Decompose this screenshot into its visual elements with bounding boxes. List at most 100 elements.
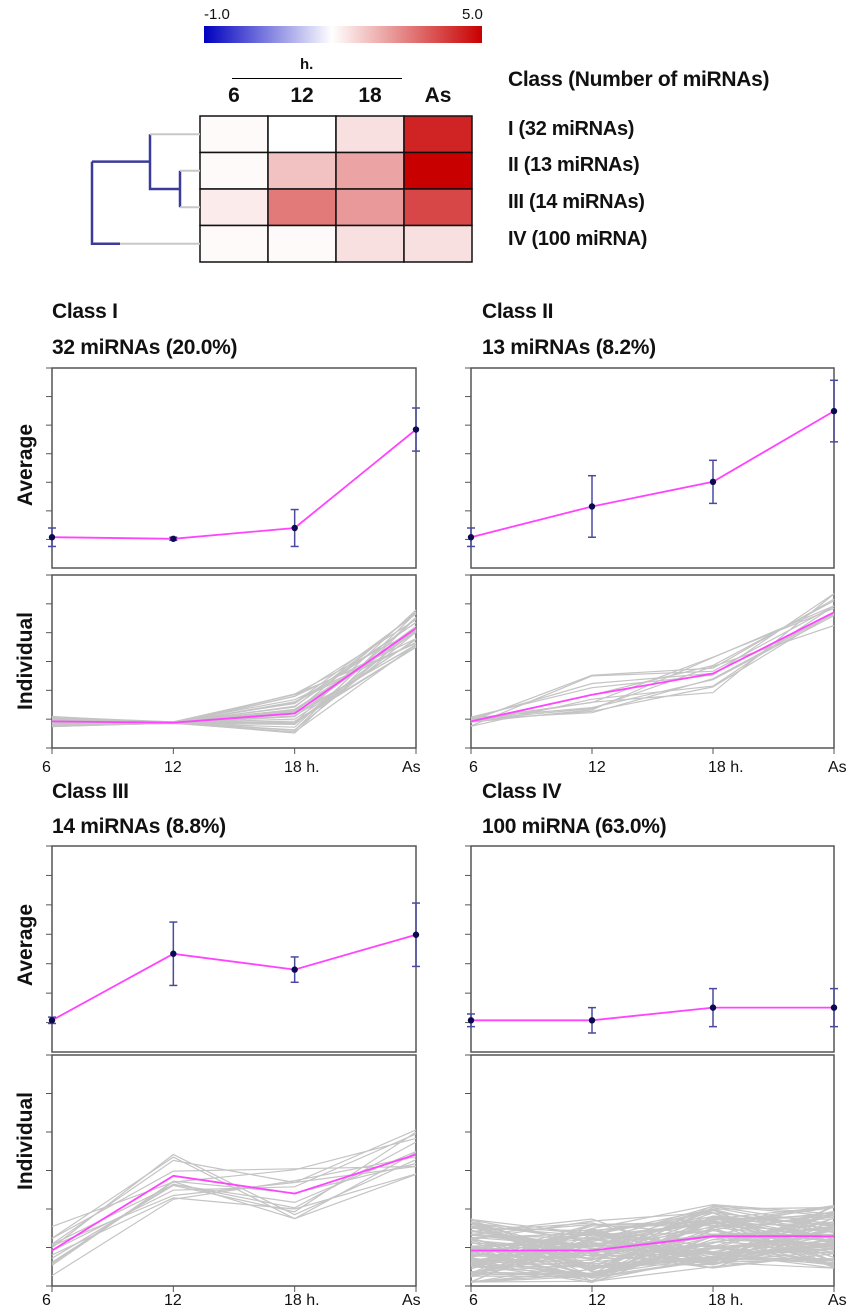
individual-line [470, 598, 835, 722]
heatmap-cell [199, 224, 269, 263]
individual-line [470, 1245, 835, 1265]
individual-line [470, 615, 835, 719]
heatmap-cell [403, 188, 473, 227]
heatmap-cell [403, 115, 473, 154]
average-line [51, 933, 417, 1022]
heatmap-col-as: As [424, 84, 452, 107]
dendrogram-branch [148, 134, 180, 191]
average-point [467, 534, 475, 541]
individual-line [470, 1205, 835, 1237]
average-point [412, 426, 420, 433]
heatmap-cell [335, 224, 405, 263]
panel-4-subtitle: 100 miRNA (63.0%) [482, 815, 667, 838]
individual-line [51, 631, 417, 727]
individual-mean-line [51, 627, 417, 724]
panel-2-subtitle: 13 miRNAs (8.2%) [482, 336, 656, 359]
x-tick-6: 6 [42, 759, 51, 776]
average-point [709, 1004, 717, 1011]
average-point [48, 534, 56, 541]
individual-line [51, 1173, 417, 1256]
heatmap-cell [403, 151, 473, 190]
x-tick-12: 12 [588, 759, 606, 776]
individual-line [51, 646, 417, 727]
x-tick-18: 18 h. [708, 1292, 744, 1309]
individual-line [51, 619, 417, 724]
heatmap-group-line [232, 78, 402, 79]
individual-line [51, 1162, 417, 1265]
average-point [48, 1017, 56, 1024]
class-row-label-2: II (13 miRNAs) [508, 154, 640, 176]
individual-line [470, 1216, 835, 1257]
panel-4-title: Class IV [482, 780, 562, 803]
individual-line [470, 1205, 835, 1243]
average-point [588, 1017, 596, 1024]
individual-line [470, 612, 835, 722]
individual-mean-line [471, 1235, 834, 1252]
x-tick-12: 12 [164, 1292, 182, 1309]
individual-line [470, 1244, 835, 1260]
average-point [467, 1017, 475, 1024]
average-point [291, 524, 298, 532]
x-tick-12: 12 [588, 1292, 606, 1309]
individual-series [51, 609, 417, 734]
individual-line [470, 605, 835, 727]
individual-line [470, 593, 835, 722]
individual-series [51, 1129, 417, 1277]
individual-line [470, 593, 835, 718]
average-point [830, 1004, 838, 1011]
individual-line [470, 1256, 835, 1268]
scale-max-label: 5.0 [462, 6, 483, 23]
individual-line [470, 1226, 835, 1276]
average-point [830, 407, 838, 415]
average-point [291, 966, 298, 973]
dendrogram-leaves [120, 133, 200, 245]
panel-3-title: Class III [52, 780, 129, 803]
heatmap-cell [335, 151, 405, 190]
x-tick-6: 6 [469, 759, 478, 776]
average-point [412, 931, 420, 938]
average-line [470, 410, 835, 539]
class-row-label-3: III (14 miRNAs) [508, 191, 645, 213]
x-tick-as: As [828, 759, 847, 776]
x-tick-6: 6 [469, 1292, 478, 1309]
heatmap-cell [267, 151, 337, 190]
individual-line [470, 1232, 835, 1251]
heatmap-col-12: 12 [290, 84, 314, 107]
panel-3-subtitle: 14 miRNAs (8.8%) [52, 815, 226, 838]
individual-line [470, 1242, 835, 1276]
color-scale-bar [204, 26, 482, 43]
x-tick-12: 12 [164, 759, 182, 776]
individual-line [470, 605, 835, 723]
x-tick-as: As [402, 759, 421, 776]
heatmap-cell [403, 224, 473, 263]
individual-line [470, 1223, 835, 1273]
class-row-label-1: I (32 miRNAs) [508, 118, 635, 140]
class-row-label-4: IV (100 miRNA) [508, 228, 648, 250]
x-tick-18: 18 h. [708, 759, 744, 776]
individual-line [470, 605, 835, 727]
individual-line [470, 607, 835, 720]
individual-line [51, 1165, 417, 1240]
individual-series [470, 593, 835, 727]
heatmap-col-6: 6 [228, 84, 240, 107]
panel-1-subtitle: 32 miRNAs (20.0%) [52, 336, 238, 359]
class-header: Class (Number of miRNAs) [508, 68, 770, 91]
average-line [51, 428, 417, 540]
x-tick-as: As [402, 1292, 421, 1309]
average-point [170, 950, 177, 957]
average-plot-frame [470, 845, 835, 1053]
individual-line [51, 1131, 417, 1259]
x-tick-18: 18 h. [284, 1292, 320, 1309]
heatmap-cell [335, 188, 405, 227]
individual-line [470, 1205, 835, 1283]
average-plot-frame [51, 367, 417, 569]
heatmap-col-18: 18 [358, 84, 382, 107]
individual-line [51, 1150, 417, 1246]
heatmap-cell [267, 224, 337, 263]
heatmap-cell [267, 188, 337, 227]
individual-line [51, 1129, 417, 1247]
individual-line [51, 1133, 417, 1252]
average-line [471, 1006, 834, 1022]
